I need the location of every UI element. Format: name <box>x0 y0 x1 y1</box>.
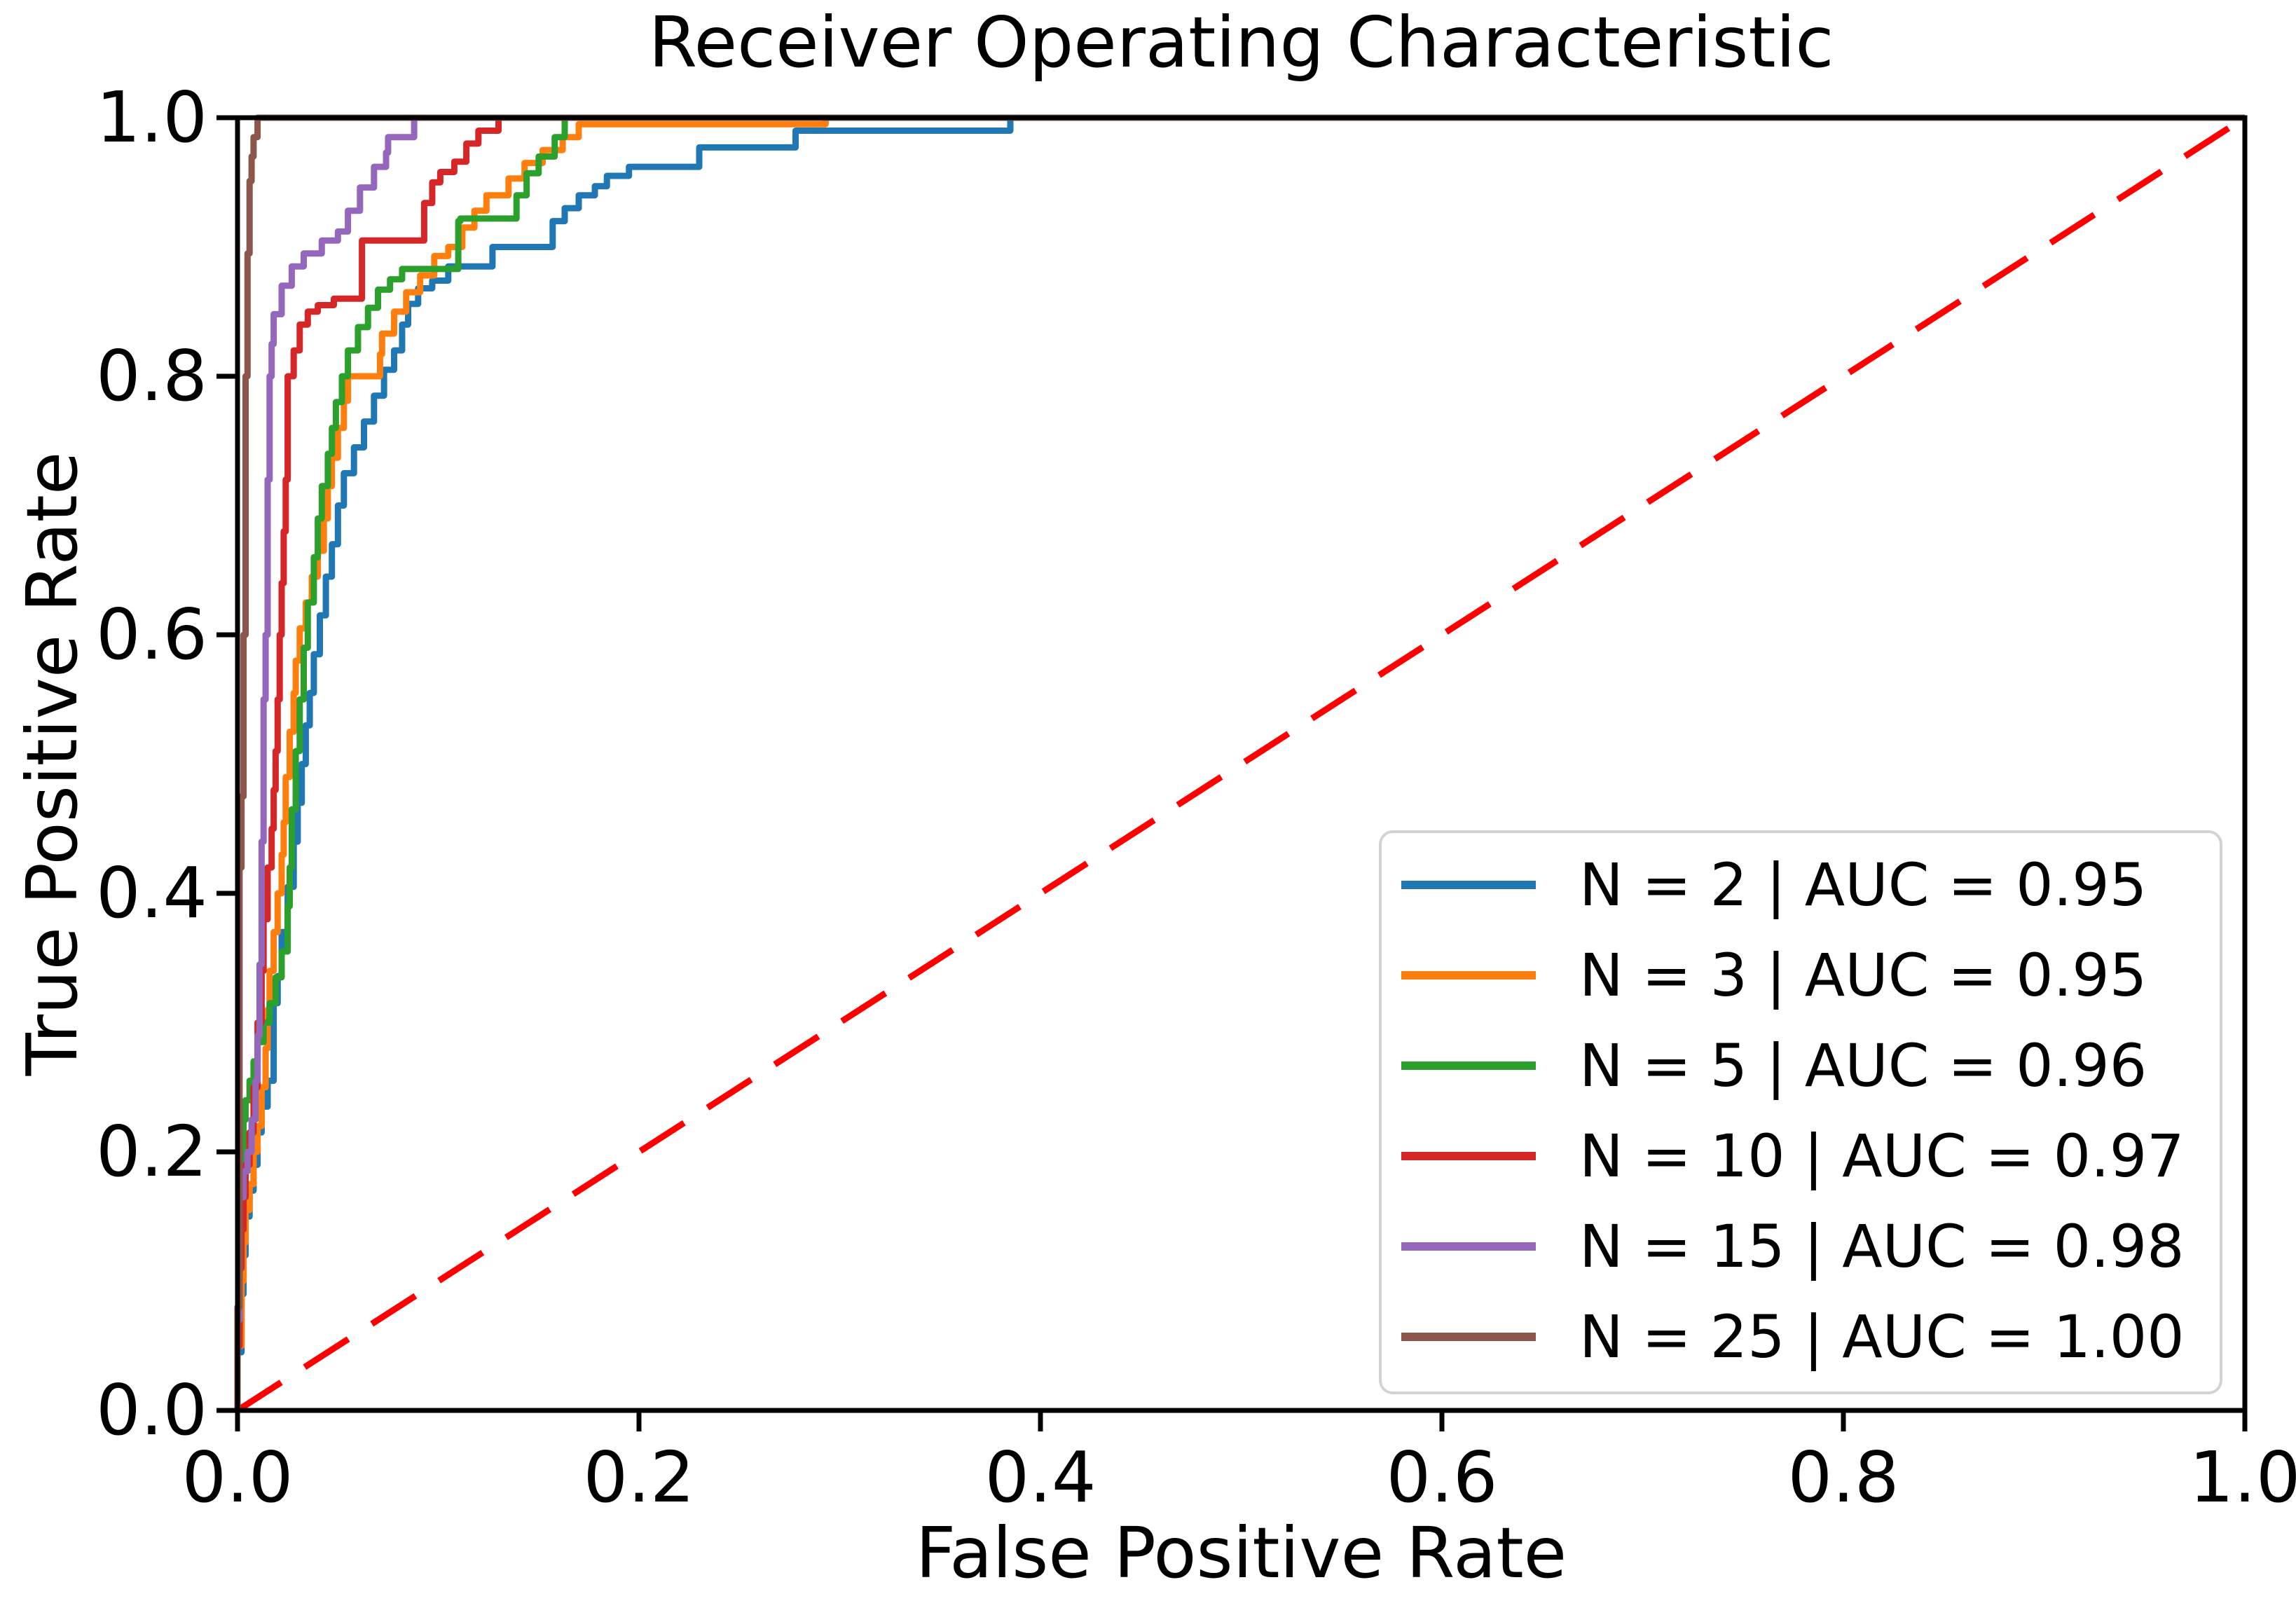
legend-label: N = 15 | AUC = 0.98 <box>1579 1212 2185 1281</box>
roc-curve-n15 <box>234 114 2245 1410</box>
legend-line-swatch <box>1401 881 1536 889</box>
legend-label: N = 2 | AUC = 0.95 <box>1579 851 2147 919</box>
legend-item-n25: N = 25 | AUC = 1.00 <box>1401 1303 2199 1371</box>
legend-label: N = 5 | AUC = 0.96 <box>1579 1031 2147 1100</box>
legend-item-n3: N = 3 | AUC = 0.95 <box>1401 941 2199 1010</box>
legend-label: N = 25 | AUC = 1.00 <box>1579 1303 2185 1371</box>
legend-line-swatch <box>1401 1333 1536 1341</box>
legend-line-swatch <box>1401 1061 1536 1070</box>
y-tick-label: 0.0 <box>95 1369 207 1451</box>
legend-line-swatch <box>1401 1152 1536 1160</box>
roc-curve-n2 <box>234 114 2245 1410</box>
x-tick-label: 0.8 <box>1787 1436 1899 1518</box>
x-tick-label: 0.4 <box>984 1436 1097 1518</box>
y-tick-label: 0.4 <box>95 852 207 934</box>
axes-frame <box>235 115 2248 1413</box>
x-tick-label: 0.0 <box>181 1436 294 1518</box>
x-tick-label: 0.2 <box>583 1436 695 1518</box>
legend-label: N = 3 | AUC = 0.95 <box>1579 941 2147 1010</box>
legend-line-swatch <box>1401 1242 1536 1251</box>
legend-line-swatch <box>1401 971 1536 980</box>
legend-label: N = 10 | AUC = 0.97 <box>1579 1122 2185 1190</box>
legend-item-n2: N = 2 | AUC = 0.95 <box>1401 851 2199 919</box>
x-axis-label: False Positive Rate <box>915 1512 1567 1594</box>
y-tick-label: 0.2 <box>95 1111 207 1193</box>
x-tick-label: 0.6 <box>1386 1436 1498 1518</box>
y-tick-label: 0.8 <box>95 335 207 417</box>
x-tick-label: 1.0 <box>2189 1436 2296 1518</box>
legend-item-n15: N = 15 | AUC = 0.98 <box>1401 1212 2199 1281</box>
y-tick-label: 0.6 <box>95 593 207 675</box>
legend-item-n10: N = 10 | AUC = 0.97 <box>1401 1122 2199 1190</box>
legend: N = 2 | AUC = 0.95 N = 3 | AUC = 0.95 N = … <box>1379 830 2222 1394</box>
y-axis-label: True Positive Rate <box>11 451 93 1076</box>
legend-item-n5: N = 5 | AUC = 0.96 <box>1401 1031 2199 1100</box>
chart-title: Receiver Operating Characteristic <box>648 1 1834 83</box>
roc-curve-n3 <box>234 114 2245 1410</box>
y-tick-label: 1.0 <box>95 76 207 158</box>
roc-curve-n5 <box>234 114 2245 1410</box>
